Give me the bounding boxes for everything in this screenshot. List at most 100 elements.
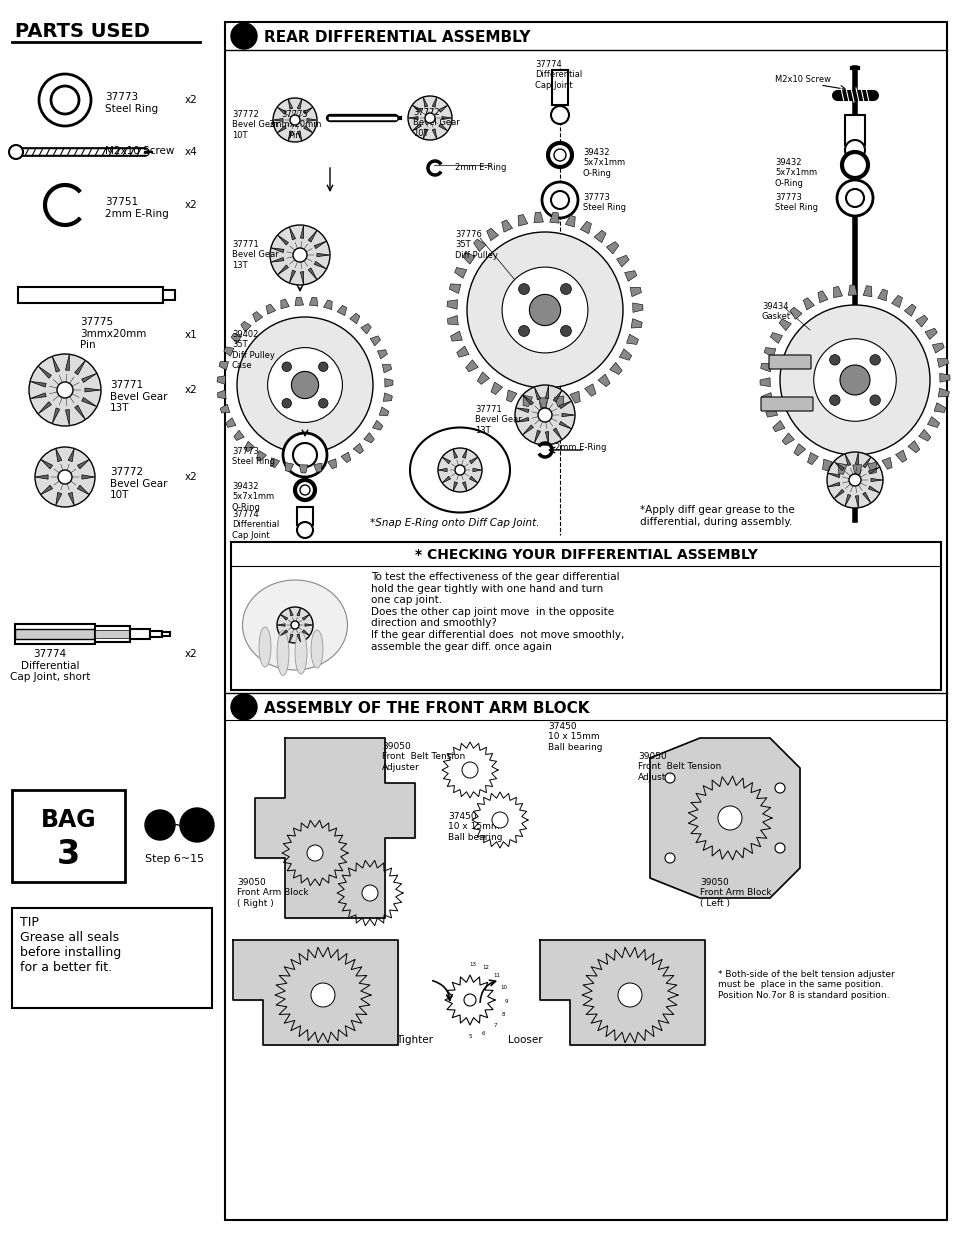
Polygon shape [491, 382, 502, 394]
Circle shape [39, 74, 91, 126]
Circle shape [361, 885, 377, 902]
Polygon shape [438, 105, 447, 112]
Polygon shape [271, 248, 284, 252]
Circle shape [541, 182, 578, 219]
Polygon shape [77, 485, 90, 495]
Polygon shape [624, 270, 636, 282]
Circle shape [270, 225, 330, 285]
Bar [130, 629, 150, 638]
Polygon shape [862, 493, 870, 503]
Polygon shape [926, 416, 939, 427]
Polygon shape [534, 430, 540, 443]
Circle shape [518, 284, 529, 294]
Polygon shape [288, 131, 293, 141]
Polygon shape [760, 393, 772, 401]
Polygon shape [442, 457, 450, 463]
Polygon shape [224, 347, 233, 356]
Polygon shape [516, 417, 528, 422]
Text: 39432
5x7x1mm
O-Ring: 39432 5x7x1mm O-Ring [582, 148, 624, 178]
Polygon shape [68, 448, 74, 462]
Polygon shape [373, 420, 382, 430]
Polygon shape [266, 304, 275, 314]
Polygon shape [806, 452, 818, 464]
Polygon shape [289, 270, 295, 283]
Polygon shape [821, 459, 831, 471]
Bar [225, 22, 946, 1220]
Text: GREASE: GREASE [772, 357, 806, 366]
Circle shape [424, 112, 435, 124]
Polygon shape [522, 395, 533, 405]
Text: 39402
35T
Diff Pulley
Case: 39402 35T Diff Pulley Case [232, 330, 274, 370]
Polygon shape [432, 98, 436, 107]
Polygon shape [561, 414, 575, 416]
Polygon shape [296, 608, 300, 616]
Polygon shape [539, 940, 704, 1045]
Text: 37771
Bevel Gear
13T: 37771 Bevel Gear 13T [475, 405, 521, 435]
Polygon shape [38, 401, 51, 414]
Polygon shape [765, 408, 777, 417]
Text: ASSEMBLY OF THE FRONT ARM BLOCK: ASSEMBLY OF THE FRONT ARM BLOCK [264, 701, 589, 716]
Polygon shape [569, 391, 579, 403]
Polygon shape [473, 240, 485, 252]
Polygon shape [305, 624, 313, 626]
Circle shape [58, 471, 71, 484]
Circle shape [560, 284, 571, 294]
Circle shape [664, 773, 675, 783]
Polygon shape [289, 634, 293, 642]
Polygon shape [837, 463, 846, 474]
Polygon shape [827, 483, 839, 487]
Text: 15: 15 [186, 818, 208, 832]
Polygon shape [254, 739, 415, 918]
Text: 39050
Front  Belt Tension
Adjuster: 39050 Front Belt Tension Adjuster [381, 742, 465, 772]
Polygon shape [867, 487, 879, 493]
Polygon shape [924, 329, 936, 340]
Circle shape [869, 354, 880, 366]
Polygon shape [437, 468, 447, 472]
Polygon shape [302, 615, 309, 620]
Polygon shape [289, 608, 293, 616]
Circle shape [551, 106, 568, 124]
Circle shape [492, 811, 507, 827]
Polygon shape [41, 459, 52, 469]
Polygon shape [442, 477, 450, 483]
Polygon shape [594, 230, 605, 243]
Polygon shape [618, 350, 631, 361]
Polygon shape [30, 393, 46, 399]
Text: * CHECKING YOUR DIFFERENTIAL ASSEMBLY: * CHECKING YOUR DIFFERENTIAL ASSEMBLY [415, 548, 757, 562]
Circle shape [282, 362, 292, 372]
Polygon shape [473, 468, 481, 472]
Text: 2mm E-Ring: 2mm E-Ring [555, 443, 606, 452]
Polygon shape [918, 430, 930, 441]
Text: 39432
5x7x1mm
O-Ring: 39432 5x7x1mm O-Ring [232, 482, 274, 511]
Text: 37450
10 x 15mm
Ball bearing: 37450 10 x 15mm Ball bearing [448, 811, 502, 842]
Polygon shape [631, 319, 641, 329]
Polygon shape [538, 398, 548, 408]
Polygon shape [486, 228, 498, 241]
Polygon shape [270, 458, 279, 468]
Circle shape [145, 810, 174, 840]
Polygon shape [340, 452, 351, 462]
Polygon shape [827, 473, 839, 478]
Text: 6: 6 [238, 699, 249, 715]
Polygon shape [55, 493, 62, 505]
Polygon shape [903, 304, 915, 316]
Polygon shape [383, 393, 392, 401]
Polygon shape [763, 347, 775, 357]
Text: 37771
Bevel Gear
13T: 37771 Bevel Gear 13T [232, 240, 278, 269]
Polygon shape [441, 116, 452, 120]
Polygon shape [303, 126, 313, 133]
Polygon shape [789, 308, 801, 320]
Polygon shape [877, 289, 886, 301]
Circle shape [9, 144, 23, 159]
Text: Looser: Looser [507, 1035, 541, 1045]
Bar [15, 629, 95, 638]
Bar [552, 70, 567, 105]
Polygon shape [450, 331, 462, 341]
Circle shape [236, 317, 373, 453]
Polygon shape [220, 404, 230, 412]
Ellipse shape [258, 627, 271, 667]
Bar [95, 626, 130, 642]
Text: 39050
Front Arm Block
( Left ): 39050 Front Arm Block ( Left ) [700, 878, 771, 908]
Text: PARTS USED: PARTS USED [15, 22, 150, 41]
Circle shape [231, 23, 256, 49]
